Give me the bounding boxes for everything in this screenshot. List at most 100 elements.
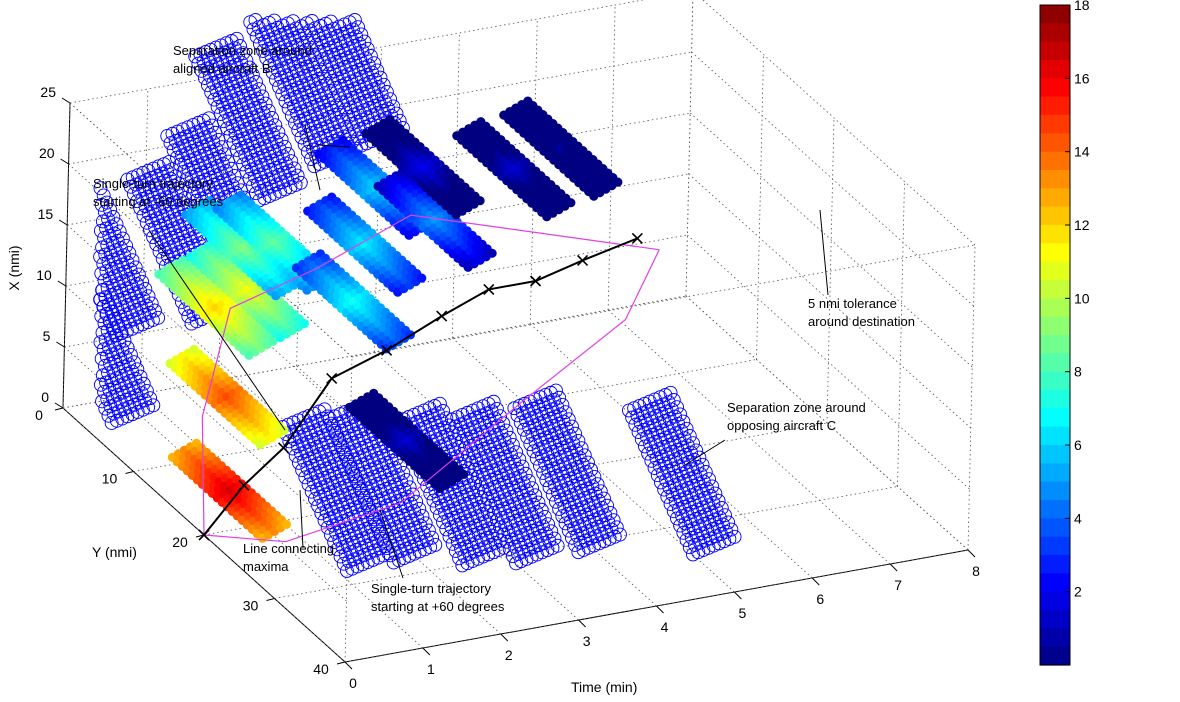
zone-marker bbox=[383, 92, 398, 107]
zone-marker bbox=[721, 515, 736, 530]
zone-marker bbox=[133, 369, 148, 384]
colorbar-tick-label: 2 bbox=[1074, 584, 1082, 600]
colorbar-segment bbox=[1040, 41, 1070, 61]
colorbar-segment bbox=[1040, 573, 1070, 593]
colorbar-tick-label: 4 bbox=[1074, 510, 1082, 526]
zone-marker bbox=[379, 85, 394, 99]
zone-marker bbox=[277, 139, 292, 154]
colored-point-band bbox=[167, 438, 291, 544]
zone-marker bbox=[541, 517, 556, 532]
zone-marker bbox=[428, 537, 443, 552]
annotation: Line connecting maxima bbox=[243, 489, 334, 574]
zone-marker bbox=[502, 430, 517, 445]
zone-marker bbox=[286, 14, 301, 29]
y-tick-mark bbox=[125, 471, 134, 474]
zone-marker bbox=[248, 13, 263, 27]
separation-zone-band bbox=[93, 181, 166, 343]
zone-marker bbox=[603, 506, 618, 520]
zone-marker bbox=[109, 217, 124, 232]
zone-marker bbox=[676, 414, 691, 429]
colorbar-segment bbox=[1040, 408, 1070, 428]
annotation-leader bbox=[149, 231, 286, 431]
zone-marker bbox=[727, 529, 742, 544]
x-tick-mark bbox=[54, 402, 64, 409]
colorbar-segment bbox=[1040, 133, 1070, 153]
colorbar-segment bbox=[1040, 115, 1070, 134]
zone-marker bbox=[281, 147, 295, 161]
time-tick-label: 1 bbox=[427, 661, 435, 677]
colorbar-segment bbox=[1040, 610, 1070, 629]
zone-marker bbox=[421, 523, 436, 538]
zone-marker bbox=[568, 426, 583, 441]
colored-point bbox=[268, 336, 278, 346]
zone-marker bbox=[613, 527, 627, 542]
zone-marker bbox=[581, 455, 595, 470]
zone-marker bbox=[347, 13, 362, 27]
time-tick-mark bbox=[734, 591, 742, 600]
zone-marker bbox=[122, 246, 137, 260]
x-axis-label: Time (min) bbox=[571, 679, 637, 695]
zone-marker bbox=[136, 376, 151, 391]
zone-marker bbox=[293, 175, 308, 190]
grid-line bbox=[687, 234, 970, 490]
zone-marker bbox=[229, 31, 244, 46]
trajectory-plus-60 bbox=[203, 249, 660, 543]
zone-marker bbox=[363, 49, 378, 63]
zone-marker bbox=[714, 501, 729, 515]
colorbar-segment bbox=[1040, 206, 1070, 226]
colorbar-segment bbox=[1040, 96, 1070, 116]
zone-marker bbox=[370, 63, 385, 78]
zone-marker bbox=[544, 524, 559, 539]
zone-marker bbox=[143, 391, 158, 406]
maxima-marker bbox=[483, 283, 495, 295]
zone-marker bbox=[123, 348, 138, 362]
colorbar: 2 4 6 8 10 12 14 16 18 bbox=[1039, 0, 1090, 666]
time-tick-label: 4 bbox=[661, 619, 669, 635]
zone-marker bbox=[590, 477, 605, 492]
grid-line bbox=[529, 18, 538, 325]
separation-zone-band bbox=[188, 31, 308, 208]
grid-line bbox=[689, 112, 973, 368]
colorbar-segment bbox=[1040, 463, 1070, 483]
grid-line bbox=[691, 51, 974, 307]
annotation-text: maxima bbox=[243, 559, 289, 574]
zone-marker bbox=[131, 267, 146, 282]
y-tick-label: 40 bbox=[313, 661, 329, 677]
annotation-text: around destination bbox=[808, 314, 915, 329]
annotation: 5 nmi tolerance around destination bbox=[808, 209, 915, 329]
zone-marker bbox=[698, 465, 713, 479]
colored-point bbox=[299, 318, 309, 329]
zone-marker bbox=[360, 41, 375, 56]
zone-marker bbox=[271, 125, 286, 140]
colorbar-segment bbox=[1040, 280, 1070, 299]
zone-marker bbox=[565, 419, 579, 434]
grid-line bbox=[64, 234, 688, 348]
zone-marker bbox=[577, 448, 592, 463]
annotation-text: starting at +60 degrees bbox=[371, 599, 505, 614]
zone-marker bbox=[236, 46, 251, 61]
zone-marker bbox=[261, 103, 276, 118]
zone-marker bbox=[550, 538, 565, 553]
zone-marker bbox=[673, 407, 688, 422]
colorbar-segment bbox=[1040, 225, 1070, 244]
x-tick-label: 20 bbox=[39, 145, 55, 161]
y-tick-mark bbox=[336, 661, 346, 665]
annotation-text: opposing aircraft C bbox=[727, 418, 836, 433]
time-tick-label: 8 bbox=[972, 563, 980, 579]
zone-marker bbox=[711, 493, 726, 508]
zone-marker bbox=[99, 195, 114, 210]
zone-marker bbox=[393, 458, 408, 473]
zone-marker bbox=[245, 67, 260, 82]
annotation-text: starting at -60 degrees bbox=[93, 194, 224, 209]
colorbar-segment bbox=[1040, 591, 1070, 611]
time-tick-label: 2 bbox=[505, 647, 513, 663]
separation-zone-band bbox=[322, 393, 443, 570]
time-tick-mark bbox=[811, 577, 820, 586]
zone-marker bbox=[139, 384, 154, 398]
zone-marker bbox=[402, 480, 417, 495]
colored-point-band bbox=[165, 344, 289, 450]
colorbar-tick-label: 12 bbox=[1074, 217, 1090, 233]
annotation-leader bbox=[299, 489, 304, 549]
x-tick-label: 10 bbox=[36, 267, 52, 283]
